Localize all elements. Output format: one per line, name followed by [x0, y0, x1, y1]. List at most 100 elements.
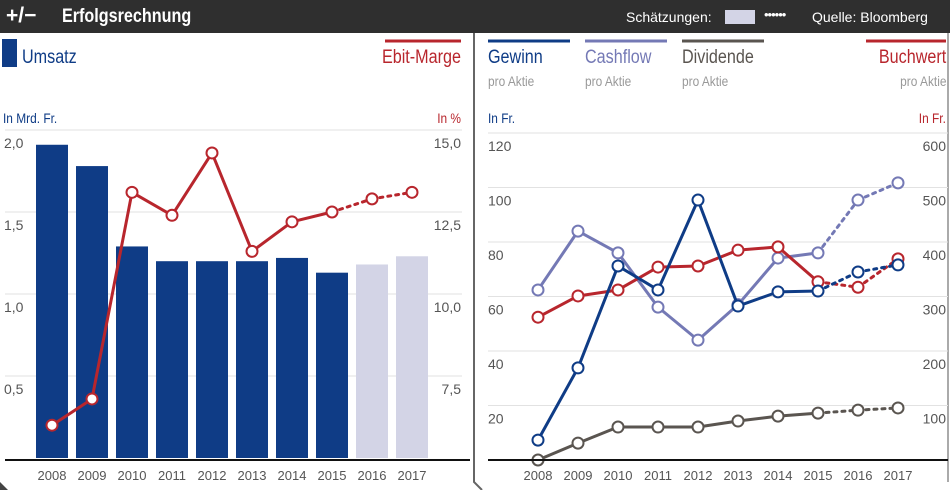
- ebit-point: [405, 185, 419, 199]
- umsatz-bar: [36, 144, 68, 458]
- dividende-line-segment: [776, 411, 820, 418]
- x-tick-label: 2011: [158, 468, 186, 483]
- estimate-dots: ••••••: [764, 7, 786, 22]
- ebit-line-segment: [130, 190, 174, 217]
- cashflow-point: [531, 283, 545, 297]
- right-axis-tick: 200: [923, 356, 947, 372]
- dividende-point: [651, 420, 665, 434]
- right-axis-tick: 12,5: [434, 217, 461, 233]
- x-tick-label: 2011: [644, 468, 672, 483]
- left-unit: In Fr.: [488, 110, 516, 126]
- right-axis-tick: 300: [923, 302, 947, 318]
- left-axis-tick: 20: [488, 411, 504, 427]
- dividende-line-segment: [736, 414, 780, 423]
- x-tick-label: 2016: [358, 468, 387, 483]
- dividende-legend: Dividende: [682, 47, 754, 68]
- dividende-point: [611, 420, 625, 434]
- cashflow-line-segment: [576, 229, 620, 255]
- buchwert-point: [771, 240, 785, 254]
- dividende-point: [891, 401, 905, 415]
- ebit-line-segment: [90, 190, 134, 401]
- gewinn-line-segment: [816, 270, 860, 293]
- gewinn-line-segment: [696, 198, 740, 308]
- buchwert-line-segment: [656, 264, 700, 269]
- gewinn-line-segment: [656, 198, 700, 292]
- ebit-line-segment: [330, 197, 374, 214]
- cashflow-line-segment: [856, 181, 900, 202]
- x-tick-label: 2008: [38, 468, 67, 483]
- corner: [0, 482, 8, 490]
- gewinn-point: [891, 258, 905, 272]
- x-tick-label: 2016: [844, 468, 873, 483]
- umsatz-legend-swatch: [2, 39, 17, 67]
- buchwert-legend: Buchwert: [878, 47, 946, 68]
- ebit-point: [85, 392, 99, 406]
- dividende-point: [771, 409, 785, 423]
- buchwert-line-segment: [776, 245, 820, 284]
- dividende-line-segment: [816, 408, 860, 415]
- ebit-point: [365, 192, 379, 206]
- x-tick-label: 2017: [398, 468, 427, 483]
- umsatz-bar: [276, 257, 308, 458]
- cashflow-point: [851, 193, 865, 207]
- left-axis-tick: 1,0: [4, 299, 24, 315]
- ebit-point: [45, 418, 59, 432]
- cashflow-line-segment: [536, 229, 580, 292]
- dividende-line-segment: [696, 419, 740, 429]
- gewinn-legend-subtitle: pro Aktie: [488, 73, 535, 89]
- right-axis-tick: 10,0: [434, 299, 461, 315]
- dividende-point: [731, 414, 745, 428]
- dividende-point: [691, 420, 705, 434]
- cashflow-line-segment: [816, 198, 860, 255]
- gewinn-point: [771, 285, 785, 299]
- cashflow-legend: Cashflow: [585, 47, 652, 68]
- buchwert-legend-subtitle: pro Aktie: [899, 73, 946, 89]
- umsatz-legend: Umsatz: [22, 47, 77, 68]
- ebit-line-segment: [170, 151, 214, 217]
- buchwert-point: [691, 259, 705, 273]
- cashflow-point: [611, 246, 625, 260]
- buchwert-line-segment: [736, 245, 780, 252]
- cashflow-point: [811, 246, 825, 260]
- cashflow-line-segment: [696, 303, 740, 342]
- ebit-legend: Ebit-Marge: [382, 47, 461, 68]
- ebit-point: [325, 205, 339, 219]
- left-axis-tick: 120: [488, 138, 512, 154]
- dividende-line-segment: [536, 441, 580, 462]
- ebit-point: [205, 146, 219, 160]
- buchwert-line-segment: [816, 280, 860, 289]
- cashflow-point: [571, 224, 585, 238]
- x-tick-label: 2015: [804, 468, 833, 483]
- cashflow-line-segment: [736, 256, 780, 307]
- umsatz-bar: [196, 261, 228, 458]
- umsatz-bar: [76, 166, 108, 458]
- gewinn-point: [651, 283, 665, 297]
- x-tick-label: 2017: [884, 468, 913, 483]
- right-unit: In %: [437, 110, 461, 126]
- gewinn-line-segment: [776, 289, 820, 294]
- umsatz-bar: [156, 261, 188, 458]
- gewinn-line-segment: [736, 290, 780, 308]
- right-axis-tick: 100: [923, 411, 947, 427]
- dividende-line-segment: [856, 406, 900, 412]
- right-axis-tick: 15,0: [434, 135, 461, 151]
- cashflow-point: [771, 251, 785, 265]
- left-axis-tick: 100: [488, 193, 512, 209]
- right-axis-tick: 600: [923, 138, 947, 154]
- ebit-point: [125, 185, 139, 199]
- ebit-point: [165, 208, 179, 222]
- right-axis-tick: 400: [923, 247, 947, 263]
- left-axis-tick: 80: [488, 247, 504, 263]
- ebit-line-segment: [210, 151, 254, 253]
- ebit-line-segment: [50, 397, 94, 427]
- ebit-line-segment: [250, 220, 294, 253]
- cashflow-legend-subtitle: pro Aktie: [585, 73, 632, 89]
- ebit-line-segment: [290, 210, 334, 224]
- x-tick-label: 2013: [238, 468, 267, 483]
- dividende-line-segment: [576, 425, 620, 445]
- gewinn-point: [531, 433, 545, 447]
- left-axis-tick: 0,5: [4, 381, 24, 397]
- buchwert-point: [651, 260, 665, 274]
- umsatz-bar: [116, 246, 148, 458]
